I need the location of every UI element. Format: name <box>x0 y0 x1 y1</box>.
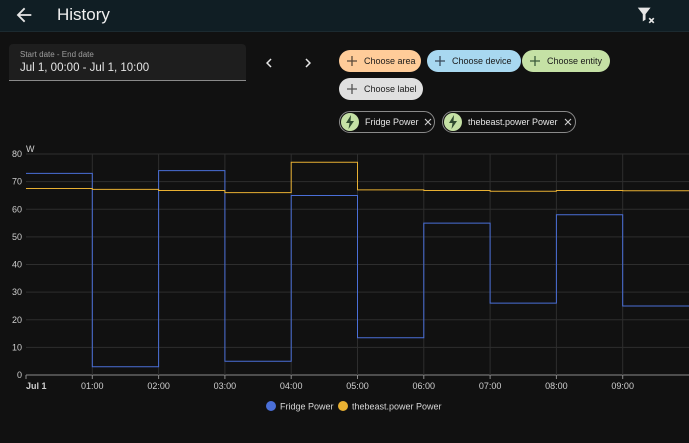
entity-chip-fridge-power[interactable]: Fridge Power <box>339 111 435 133</box>
history-chart: W 0 10 20 30 40 50 60 70 80 Jul 1 01:00 02:00 03:00 04… <box>12 144 689 412</box>
y-tick-label: 70 <box>12 177 22 187</box>
choose-entity-label: Choose entity <box>547 56 603 66</box>
x-tick-label: 07:00 <box>479 381 502 391</box>
y-tick-label: 60 <box>12 204 22 214</box>
date-range-value: Jul 1, 00:00 - Jul 1, 10:00 <box>20 62 150 74</box>
top-app-bar: History <box>0 0 689 32</box>
next-range-button[interactable] <box>299 54 317 72</box>
choose-entity-button[interactable]: Choose entity <box>522 50 610 72</box>
legend-label[interactable]: thebeast.power Power <box>352 402 442 412</box>
y-tick-label: 80 <box>12 149 22 159</box>
x-tick-label: 09:00 <box>611 381 634 391</box>
plus-icon <box>530 56 540 66</box>
x-tick-label: 05:00 <box>346 381 369 391</box>
choose-label-label: Choose label <box>364 84 417 94</box>
x-tick-label: 08:00 <box>545 381 568 391</box>
x-tick-label: 03:00 <box>214 381 237 391</box>
x-tick-label: Jul 1 <box>26 381 47 391</box>
plus-icon <box>347 56 357 66</box>
previous-range-button[interactable] <box>260 54 278 72</box>
lightning-bolt-icon <box>444 113 462 131</box>
plus-icon <box>435 56 445 66</box>
y-axis-unit: W <box>26 144 35 154</box>
choose-area-label: Choose area <box>364 56 416 66</box>
close-icon[interactable] <box>423 117 433 127</box>
choose-device-button[interactable]: Choose device <box>427 50 521 72</box>
choose-label-button[interactable]: Choose label <box>339 78 423 100</box>
y-tick-label: 30 <box>12 287 22 297</box>
legend-label[interactable]: Fridge Power <box>280 402 334 412</box>
plus-icon <box>347 84 357 94</box>
y-tick-label: 10 <box>12 342 22 352</box>
legend-swatch <box>338 401 348 411</box>
x-tick-label: 02:00 <box>147 381 170 391</box>
close-icon[interactable] <box>563 117 573 127</box>
y-tick-label: 40 <box>12 260 22 270</box>
date-range-label: Start date - End date <box>20 50 94 59</box>
choose-area-button[interactable]: Choose area <box>339 50 421 72</box>
y-tick-label: 50 <box>12 232 22 242</box>
legend-swatch <box>266 401 276 411</box>
y-tick-label: 20 <box>12 315 22 325</box>
x-tick-label: 01:00 <box>81 381 104 391</box>
filter-remove-icon[interactable] <box>634 4 658 26</box>
lightning-bolt-icon <box>341 113 359 131</box>
entity-chip-thebeast-power[interactable]: thebeast.power Power <box>442 111 576 133</box>
series-line-fridge-power <box>26 170 689 368</box>
y-tick-label: 0 <box>17 370 22 380</box>
x-tick-label: 04:00 <box>280 381 303 391</box>
choose-device-label: Choose device <box>452 56 512 66</box>
date-range-picker[interactable]: Start date - End date Jul 1, 00:00 - Jul… <box>9 44 246 81</box>
page-title: History <box>57 5 110 24</box>
entity-chip-label: Fridge Power <box>365 117 419 127</box>
x-tick-label: 06:00 <box>413 381 436 391</box>
arrow-left-icon[interactable] <box>12 4 36 26</box>
series-line-thebeast-power <box>26 161 689 194</box>
entity-chip-label: thebeast.power Power <box>468 117 558 127</box>
